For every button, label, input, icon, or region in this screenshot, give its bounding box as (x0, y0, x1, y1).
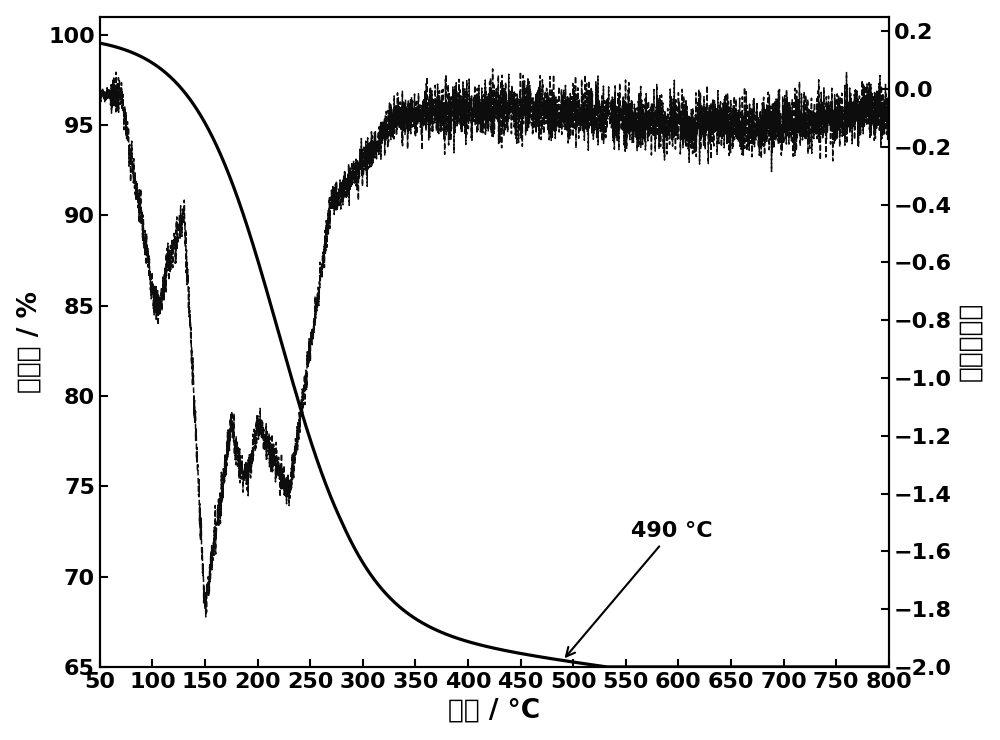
X-axis label: 温度 / °C: 温度 / °C (448, 697, 540, 723)
Y-axis label: 失重量 / %: 失重量 / % (17, 291, 43, 393)
Y-axis label: 微商失重量: 微商失重量 (957, 302, 983, 382)
Text: 490 °C: 490 °C (566, 522, 713, 656)
